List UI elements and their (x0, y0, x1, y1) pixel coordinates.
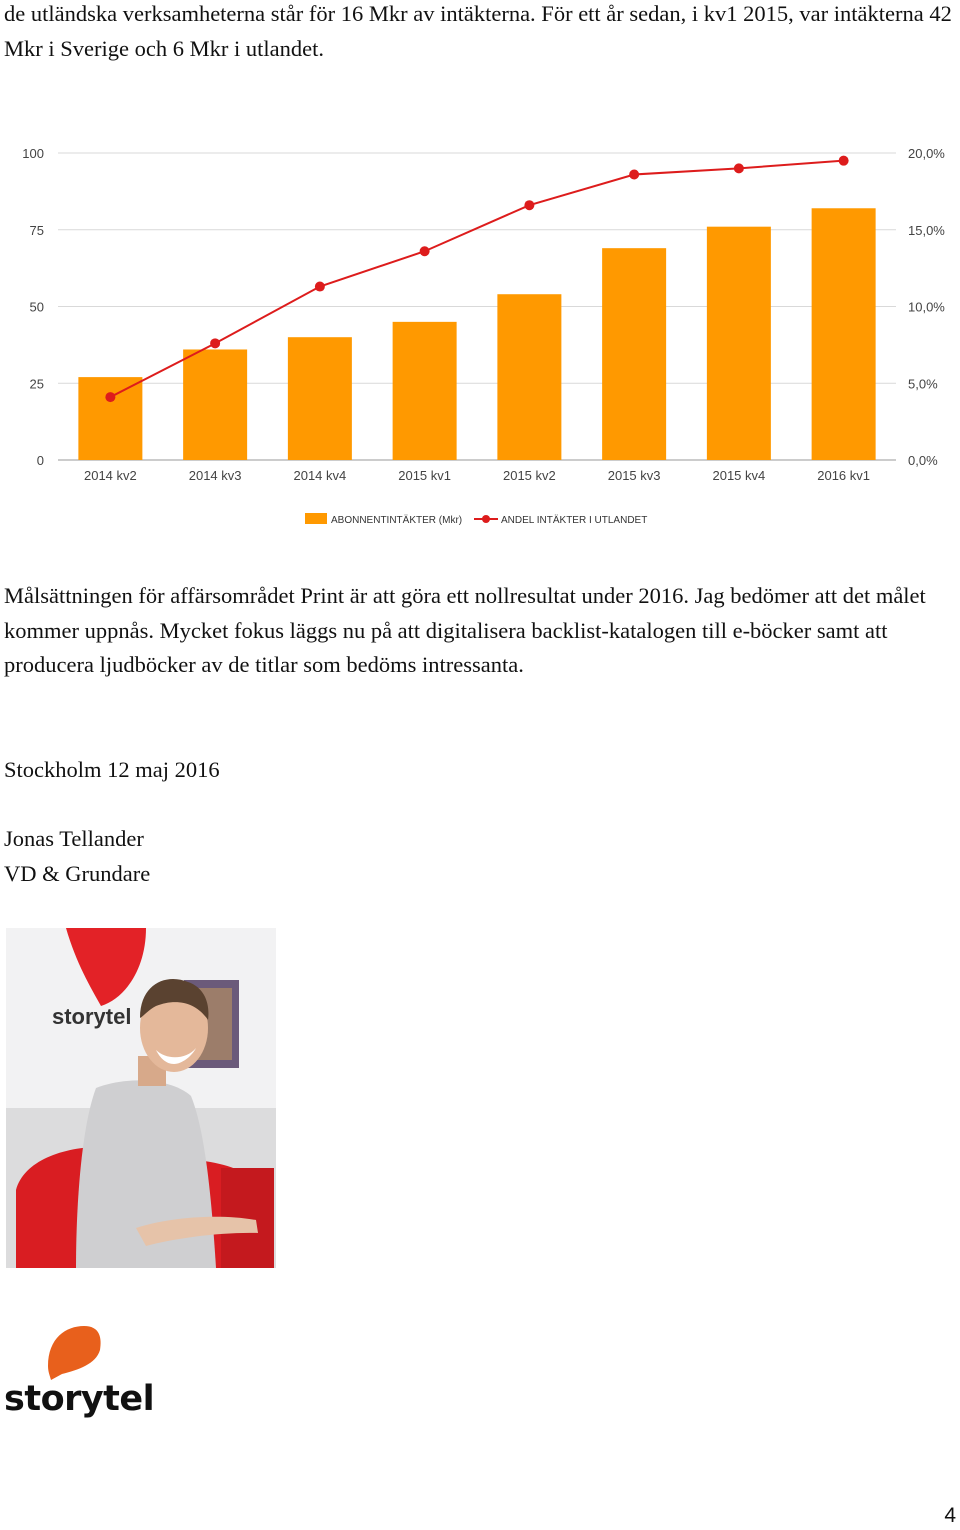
line-point (838, 155, 849, 166)
y-left-tick-label: 100 (22, 146, 44, 161)
logo-text: storytel (4, 1379, 154, 1419)
x-tick-label: 2015 kv1 (398, 468, 451, 483)
legend-line-label: ANDEL INTÄKTER I UTLANDET (501, 514, 647, 526)
bar (392, 321, 457, 460)
line-point (105, 392, 116, 403)
intro-paragraph: de utländska verksamheterna står för 16 … (4, 1, 952, 61)
line-point (629, 169, 640, 180)
body-paragraph: Målsättningen för affärsområdet Print är… (4, 583, 926, 677)
x-tick-label: 2015 kv4 (712, 468, 765, 483)
line-point (210, 338, 221, 349)
author-name: Jonas Tellander (4, 826, 144, 851)
logo-speech-bubble-icon (48, 1326, 101, 1380)
line-point (733, 163, 744, 174)
y-left-tick-label: 0 (37, 453, 44, 468)
place-date: Stockholm 12 maj 2016 (4, 757, 220, 782)
author-title: VD & Grundare (4, 861, 151, 886)
line-point (419, 246, 430, 257)
ceo-photo: storytel (6, 928, 276, 1268)
x-tick-label: 2016 kv1 (817, 468, 870, 483)
x-tick-label: 2014 kv2 (84, 468, 137, 483)
line-point (524, 200, 535, 211)
y-right-tick-label: 0,0% (908, 453, 938, 468)
line-point (314, 281, 325, 292)
photo-sign-text: storytel (52, 1004, 131, 1029)
bar (497, 294, 562, 460)
y-right-tick-label: 15,0% (908, 223, 945, 238)
storytel-logo: storytel (4, 1322, 155, 1422)
y-right-tick-label: 20,0% (908, 146, 945, 161)
bar (78, 377, 143, 460)
bar (706, 226, 771, 460)
x-tick-label: 2014 kv4 (293, 468, 346, 483)
legend-bar-label: ABONNENTINTÄKTER (Mkr) (331, 514, 462, 526)
x-tick-label: 2015 kv3 (608, 468, 661, 483)
x-tick-label: 2014 kv3 (189, 468, 242, 483)
bar (811, 208, 876, 460)
bar (602, 248, 667, 460)
y-left-tick-label: 25 (30, 376, 44, 391)
x-tick-label: 2015 kv2 (503, 468, 556, 483)
revenue-chart: 0 25 50 75 100 0,0% 5,0% 10,0% 15,0% 20,0% 2014 kv… (0, 130, 960, 540)
revenue-chart-svg: 0 25 50 75 100 0,0% 5,0% 10,0% 15,0% 20,0% 2014 kv… (22, 146, 945, 526)
y-right-tick-label: 10,0% (908, 300, 945, 315)
y-left-tick-label: 75 (30, 223, 44, 238)
page-number: 4 (944, 1504, 956, 1527)
legend-line-marker (482, 515, 490, 523)
line-series (109, 159, 844, 398)
y-left-tick-label: 50 (30, 300, 44, 315)
y-right-tick-label: 5,0% (908, 376, 938, 391)
bar (287, 337, 352, 460)
bar (183, 349, 248, 460)
legend-bar-swatch (305, 513, 327, 524)
